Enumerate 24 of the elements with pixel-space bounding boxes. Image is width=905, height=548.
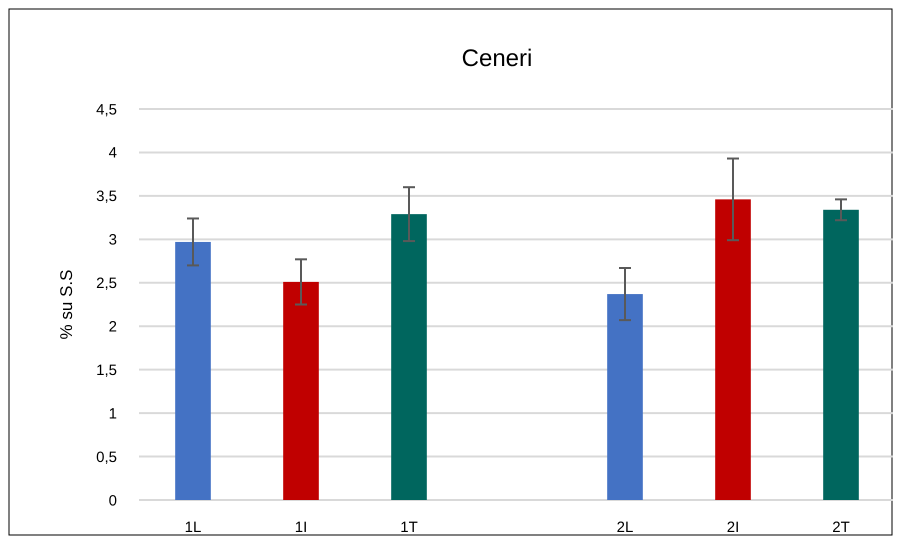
bar	[175, 242, 211, 500]
bar	[823, 210, 859, 500]
y-tick-label: 2,5	[96, 275, 117, 292]
chart-title: Ceneri	[462, 45, 532, 72]
x-tick-label: 2L	[616, 519, 634, 536]
y-tick-label: 4	[108, 144, 117, 162]
x-tick-label: 1I	[294, 519, 308, 536]
bar	[607, 294, 643, 500]
bar	[391, 214, 427, 500]
y-tick-label: 2	[108, 318, 117, 336]
y-tick-label: 3,5	[96, 188, 117, 206]
bar	[283, 282, 319, 500]
y-tick-label: 4,5	[96, 101, 117, 118]
y-tick-label: 0,5	[96, 448, 117, 466]
x-tick-label: 2T	[832, 519, 850, 536]
y-tick-label: 3	[108, 232, 117, 249]
bar	[715, 199, 751, 500]
y-tick-label: 1	[108, 405, 117, 422]
x-tick-label: 2I	[726, 519, 740, 536]
y-tick-label: 0	[108, 492, 117, 510]
y-tick-label: 1,5	[96, 362, 117, 379]
y-axis-title: % su S.S	[57, 270, 76, 340]
x-tick-label: 1L	[184, 519, 202, 536]
x-tick-label: 1T	[400, 519, 418, 536]
